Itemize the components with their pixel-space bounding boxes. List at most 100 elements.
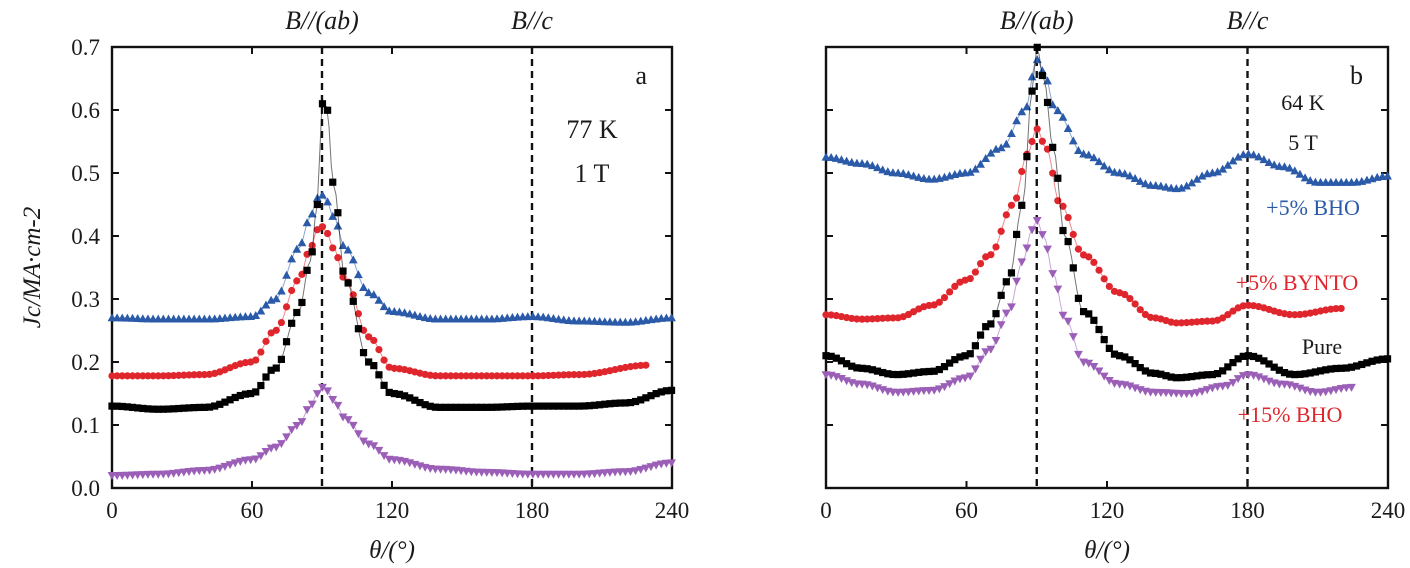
- data-point: [123, 372, 131, 380]
- data-point: [343, 245, 353, 254]
- data-point: [1197, 171, 1207, 180]
- data-point: [308, 248, 316, 256]
- data-point: [1141, 367, 1150, 375]
- data-point: [1100, 275, 1108, 283]
- data-point: [1002, 211, 1010, 219]
- series-line: [112, 194, 672, 323]
- data-point: [1013, 194, 1021, 202]
- data-point: [966, 350, 974, 358]
- data-point: [1094, 367, 1104, 376]
- top-label: B//c: [511, 6, 553, 35]
- data-point: [662, 387, 670, 395]
- data-point: [369, 442, 379, 451]
- data-point: [971, 342, 979, 350]
- data-point: [205, 466, 214, 475]
- panel-letter: a: [635, 61, 647, 90]
- data-point: [374, 295, 384, 304]
- x-axis-title: θ/(°): [369, 537, 415, 564]
- data-point: [442, 403, 450, 411]
- data-point: [1193, 318, 1201, 326]
- data-point: [1238, 372, 1248, 381]
- data-point: [940, 383, 949, 392]
- x-tick-label: 120: [375, 498, 410, 523]
- data-point: [981, 348, 991, 357]
- x-tick-label: 60: [241, 498, 264, 523]
- data-point: [1007, 129, 1016, 138]
- data-point: [252, 388, 260, 396]
- data-point: [1049, 143, 1057, 151]
- data-point: [667, 313, 676, 322]
- data-point: [420, 313, 430, 322]
- condition-field: 1 T: [575, 159, 610, 188]
- data-point: [401, 392, 409, 400]
- data-point: [667, 386, 676, 394]
- data-point: [1105, 282, 1113, 291]
- data-point: [873, 314, 882, 323]
- data-point: [1012, 277, 1022, 286]
- data-point: [930, 367, 938, 375]
- data-point: [626, 398, 635, 407]
- data-point: [976, 355, 985, 364]
- data-point: [915, 368, 923, 376]
- data-point: [431, 372, 439, 380]
- data-point: [1347, 363, 1356, 371]
- data-point: [1033, 43, 1041, 51]
- data-point: [205, 403, 214, 411]
- data-point: [889, 370, 897, 379]
- data-point: [878, 165, 888, 174]
- data-point: [1224, 311, 1232, 319]
- data-point: [298, 298, 306, 307]
- data-point: [822, 311, 830, 319]
- data-point: [1265, 360, 1273, 368]
- data-point: [308, 241, 316, 250]
- data-point: [1033, 125, 1041, 133]
- data-point: [128, 372, 137, 380]
- x-tick-label: 0: [820, 498, 832, 523]
- data-point: [1368, 357, 1376, 365]
- data-point: [1110, 350, 1119, 358]
- data-point: [560, 402, 568, 410]
- data-point: [1192, 389, 1202, 398]
- series-label: +15% BHO: [1238, 402, 1343, 427]
- data-point: [1254, 152, 1264, 161]
- data-point: [246, 456, 255, 465]
- data-point: [190, 371, 198, 379]
- data-point: [339, 267, 347, 275]
- data-point: [1337, 364, 1345, 372]
- data-point: [529, 402, 537, 410]
- data-point: [1203, 317, 1211, 325]
- series--5-bho: [107, 190, 676, 326]
- data-point: [1198, 371, 1206, 379]
- data-point: [590, 401, 599, 409]
- data-point: [950, 377, 960, 386]
- data-point: [1207, 384, 1217, 393]
- series--5-bynto: [108, 223, 650, 380]
- data-point: [863, 315, 871, 323]
- data-point: [847, 157, 857, 166]
- data-point: [986, 345, 996, 354]
- data-point: [216, 400, 224, 408]
- data-point: [986, 148, 996, 157]
- data-point: [934, 385, 944, 394]
- data-point: [976, 260, 985, 268]
- data-point: [1110, 167, 1119, 176]
- data-point: [406, 394, 414, 402]
- x-tick-label: 180: [515, 498, 550, 523]
- data-point: [1120, 169, 1130, 178]
- data-point: [247, 389, 255, 398]
- data-point: [333, 401, 343, 410]
- data-point: [287, 254, 297, 263]
- data-point: [384, 306, 394, 315]
- data-point: [1259, 155, 1269, 164]
- data-point: [1286, 370, 1294, 378]
- data-point: [1002, 278, 1010, 286]
- data-point: [646, 463, 656, 472]
- y-tick-label: 0.1: [71, 413, 100, 438]
- x-tick-label: 180: [1230, 498, 1265, 523]
- data-point: [1089, 153, 1099, 162]
- data-point: [1197, 387, 1207, 396]
- data-point: [1270, 363, 1278, 371]
- data-point: [570, 402, 578, 410]
- data-point: [324, 229, 332, 238]
- data-point: [1053, 285, 1063, 294]
